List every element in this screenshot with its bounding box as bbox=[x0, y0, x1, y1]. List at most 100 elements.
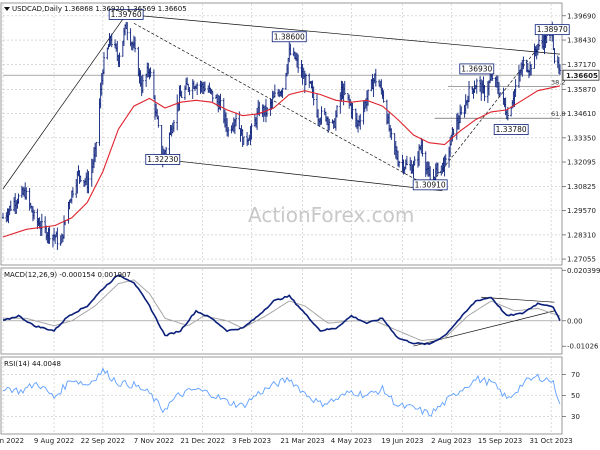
macd-signal-line bbox=[3, 279, 561, 342]
price-annotation-box bbox=[459, 63, 495, 75]
price-bar bbox=[227, 127, 230, 137]
current-price-label: 1.36605 bbox=[566, 72, 598, 80]
price-pane-title: USDCAD,Daily 1.36868 1.36920 1.36569 1.3… bbox=[12, 5, 187, 13]
x-tick-label: 7 Nov 2022 bbox=[134, 437, 174, 445]
price-annotation-box bbox=[412, 179, 448, 191]
price-bar bbox=[242, 136, 245, 145]
price-bar bbox=[359, 114, 362, 130]
x-tick-label: 3 Feb 2023 bbox=[232, 437, 271, 445]
current-price-box bbox=[562, 69, 600, 81]
price-bar bbox=[398, 160, 401, 168]
macd-pane-frame bbox=[0, 267, 563, 355]
price-annotation: 1.38600 bbox=[271, 31, 307, 43]
price-bar bbox=[405, 155, 408, 166]
price-bar bbox=[444, 154, 447, 167]
fibonacci-layer: 38.2 61.8 bbox=[434, 78, 565, 119]
trendline bbox=[162, 159, 443, 192]
price-annotation-box bbox=[493, 124, 529, 135]
price-annotation: 1.36930 bbox=[459, 63, 495, 75]
price-bar bbox=[234, 112, 238, 127]
price-annotation: 1.38970 bbox=[534, 24, 570, 36]
price-bar bbox=[382, 90, 385, 103]
x-tick-label: 21 Mar 2023 bbox=[280, 437, 324, 445]
price-bar bbox=[17, 193, 20, 204]
price-bar bbox=[436, 162, 440, 174]
x-tick-label: 9 Aug 2022 bbox=[34, 437, 74, 445]
price-bar bbox=[95, 141, 98, 157]
price-annotation-label: 1.30910 bbox=[415, 180, 446, 189]
price-bar bbox=[421, 138, 424, 157]
price-bar bbox=[374, 68, 377, 87]
price-y-tick-label: 1.28310 bbox=[567, 231, 596, 239]
price-bar bbox=[188, 86, 191, 96]
price-bar bbox=[87, 171, 90, 194]
price-bar bbox=[273, 84, 276, 98]
price-bar bbox=[126, 22, 129, 41]
fibonacci-level-label: 61.8 bbox=[551, 110, 565, 118]
price-bar bbox=[48, 226, 51, 244]
price-bar bbox=[498, 92, 502, 97]
dashed-trendline bbox=[429, 29, 553, 186]
price-bar bbox=[180, 90, 183, 98]
price-annotation: 1.32230 bbox=[145, 154, 181, 165]
price-bar bbox=[265, 107, 269, 117]
price-y-tick-label: 1.33350 bbox=[567, 134, 596, 142]
price-bar bbox=[79, 175, 82, 183]
x-tick-label: 31 Oct 2023 bbox=[529, 437, 572, 445]
price-bar bbox=[281, 87, 284, 99]
rsi-y-tick-label: 50 bbox=[571, 392, 580, 400]
price-annotation-label: 1.38600 bbox=[274, 32, 305, 41]
x-tick-label: 15 Sep 2023 bbox=[478, 437, 522, 445]
x-tick-label: 19 Jun 2023 bbox=[381, 437, 423, 445]
macd-line bbox=[2, 274, 561, 346]
price-bar bbox=[211, 90, 214, 103]
x-tick-label: 21 Dec 2022 bbox=[180, 437, 225, 445]
price-bar bbox=[366, 89, 370, 106]
price-y-tick-label: 1.39690 bbox=[567, 12, 596, 20]
price-bar bbox=[56, 227, 59, 250]
price-bar bbox=[157, 115, 160, 128]
price-bar bbox=[25, 187, 28, 200]
price-bar bbox=[304, 73, 308, 86]
price-bar bbox=[1, 212, 5, 219]
price-bar bbox=[460, 106, 463, 115]
price-y-tick-label: 1.38430 bbox=[567, 37, 596, 45]
price-annotation-label: 1.36930 bbox=[461, 65, 492, 74]
price-bar bbox=[196, 82, 199, 96]
macd-y-tick-label: 0.020399 bbox=[567, 267, 600, 275]
price-y-tick-label: 1.32095 bbox=[567, 159, 596, 167]
price-bar bbox=[312, 86, 315, 106]
price-bar bbox=[110, 33, 113, 48]
price-bar bbox=[537, 32, 541, 51]
price-bar bbox=[219, 93, 222, 111]
price-bar bbox=[320, 106, 323, 125]
price-annotation-label: 1.39760 bbox=[111, 10, 142, 19]
price-annotation: 1.33780 bbox=[493, 124, 529, 135]
price-bar bbox=[475, 78, 478, 94]
price-bar bbox=[343, 80, 346, 96]
price-bar bbox=[452, 128, 455, 136]
x-tick-label: 22 Sep 2022 bbox=[81, 437, 125, 445]
price-bar bbox=[413, 156, 416, 166]
price-annotation: 1.30910 bbox=[412, 179, 448, 191]
price-bar bbox=[141, 74, 144, 94]
annotation-layer: 1.39760 1.32230 1.38600 1.30910 1.36930 1.337… bbox=[108, 9, 570, 191]
macd-y-tick-label: 0.00 bbox=[567, 317, 583, 325]
collapse-triangle-icon[interactable] bbox=[4, 7, 10, 11]
price-y-tick-label: 1.30825 bbox=[567, 183, 596, 191]
x-tick-label: 24 Jun 2022 bbox=[0, 437, 24, 445]
rsi-y-tick-label: 70 bbox=[571, 371, 580, 379]
macd-trendline bbox=[481, 296, 555, 303]
price-bar bbox=[40, 213, 43, 236]
trendline bbox=[2, 14, 127, 190]
axis-layer: 24 Jun 2022 9 Aug 2022 22 Sep 2022 7 Nov 20… bbox=[0, 12, 600, 445]
fibonacci-level-label: 38.2 bbox=[551, 78, 565, 86]
x-tick-label: 2 Aug 2023 bbox=[431, 437, 471, 445]
macd-pane-title: MACD(12,26,9) -0.000154 0.001907 bbox=[4, 271, 131, 279]
moving-average-line bbox=[2, 85, 561, 238]
price-bar bbox=[390, 128, 393, 140]
price-bar bbox=[133, 36, 137, 53]
price-annotation-box bbox=[145, 154, 181, 165]
